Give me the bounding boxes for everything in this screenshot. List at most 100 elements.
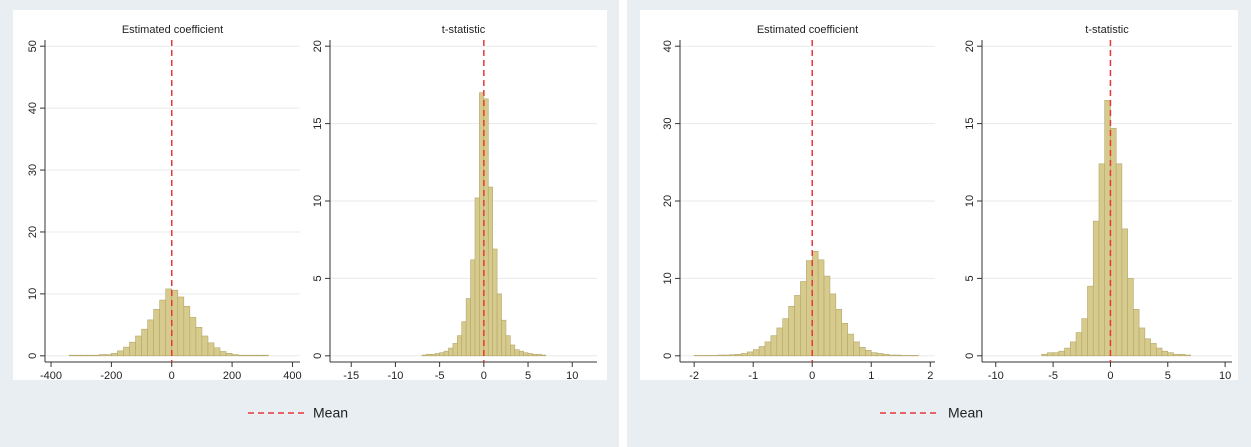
y-tick-label: 30 — [27, 164, 39, 176]
y-tick-label: 15 — [312, 117, 324, 129]
bar — [219, 351, 227, 357]
legend-label: Mean — [948, 405, 983, 421]
bar — [465, 298, 471, 357]
bar — [80, 354, 88, 357]
bar — [426, 353, 432, 357]
bar — [894, 354, 902, 357]
bar — [111, 353, 118, 357]
bar — [782, 318, 789, 357]
y-tick-label: 20 — [662, 195, 674, 207]
y-tick-label: 15 — [964, 117, 976, 129]
bar — [171, 289, 179, 357]
bar — [536, 353, 542, 357]
bar — [1156, 347, 1163, 357]
x-tick-label: -5 — [1048, 370, 1058, 382]
bar — [439, 352, 445, 357]
bar — [1041, 353, 1048, 357]
bar — [496, 293, 502, 357]
bar — [870, 352, 878, 357]
bar — [434, 353, 440, 357]
bar — [237, 354, 245, 357]
x-tick-label: -2 — [689, 370, 699, 382]
bar — [261, 354, 269, 357]
y-tick-label: 50 — [27, 40, 39, 52]
bar — [99, 354, 106, 357]
chart-title: Estimated coefficient — [122, 24, 223, 36]
bar — [1047, 352, 1054, 357]
plot-region — [13, 10, 607, 380]
y-tick-label: 20 — [964, 40, 976, 52]
bar — [788, 305, 795, 357]
bar — [835, 309, 843, 357]
chart-title: t-statistic — [1085, 24, 1129, 36]
bar — [1167, 352, 1174, 357]
bar — [189, 317, 197, 357]
bar — [746, 351, 754, 357]
bar — [532, 353, 538, 357]
bar — [1075, 332, 1083, 357]
y-tick-label: 40 — [27, 102, 39, 114]
x-tick-label: -10 — [387, 370, 403, 382]
bar — [770, 335, 778, 357]
chart-title: Estimated coefficient — [757, 24, 858, 36]
bar — [207, 342, 215, 357]
bar — [1133, 309, 1140, 357]
x-tick-label: -200 — [100, 370, 122, 382]
bar — [159, 299, 167, 357]
bar — [501, 319, 507, 357]
bar — [1104, 100, 1111, 357]
y-tick-label: 10 — [27, 288, 39, 300]
bar — [847, 333, 854, 357]
bar — [255, 354, 263, 357]
bar — [1052, 352, 1060, 357]
x-tick-label: 200 — [223, 370, 241, 382]
x-tick-label: 5 — [1165, 370, 1171, 382]
y-tick-label: 0 — [964, 353, 976, 359]
bar — [505, 335, 511, 357]
bar — [1127, 278, 1134, 357]
bar — [86, 354, 94, 357]
x-tick-label: 5 — [525, 370, 531, 382]
bar — [794, 295, 801, 357]
x-tick-label: 0 — [1107, 370, 1113, 382]
bar — [865, 350, 872, 357]
bar — [829, 293, 837, 357]
x-tick-label: -400 — [40, 370, 62, 382]
x-tick-label: 0 — [809, 370, 815, 382]
bar — [729, 354, 736, 357]
bar — [764, 341, 772, 357]
y-tick-label: 20 — [27, 226, 39, 238]
bar — [811, 251, 819, 357]
x-tick-label: -1 — [748, 370, 758, 382]
x-tick-label: 10 — [1219, 370, 1231, 382]
bar — [523, 352, 529, 357]
y-tick-label: 20 — [312, 40, 324, 52]
bar — [117, 350, 124, 357]
bar — [823, 275, 831, 357]
bar — [249, 354, 257, 357]
y-tick-label: 5 — [964, 275, 976, 281]
bar — [201, 335, 209, 357]
x-tick-label: 0 — [481, 370, 487, 382]
bar — [92, 354, 100, 357]
x-tick-label: 10 — [566, 370, 578, 382]
bar — [123, 346, 130, 357]
y-tick-label: 40 — [662, 40, 674, 52]
bar — [518, 350, 524, 357]
bar — [177, 296, 185, 357]
legend-label: Mean — [313, 405, 348, 421]
bar — [541, 354, 547, 357]
bar — [741, 353, 748, 357]
x-tick-label: 400 — [283, 370, 301, 382]
bar — [165, 288, 173, 357]
bar — [183, 305, 191, 357]
bar — [1184, 354, 1192, 357]
bar — [141, 328, 148, 357]
bar — [717, 354, 724, 357]
bar — [213, 347, 221, 357]
bar — [474, 197, 480, 357]
bar — [448, 347, 454, 357]
chart-title: t-statistic — [442, 24, 486, 36]
bar — [1064, 347, 1071, 357]
